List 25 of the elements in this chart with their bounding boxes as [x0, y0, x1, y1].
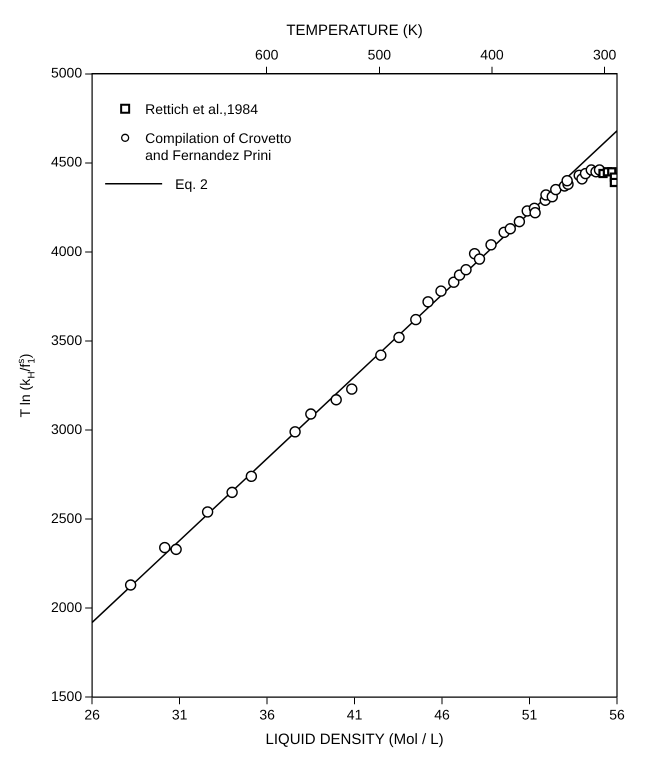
y-tick-label: 5000: [50, 64, 82, 81]
x-tick-label: 46: [434, 706, 450, 722]
y-tick-label: 4500: [50, 154, 82, 170]
x-tick-label: 56: [609, 706, 625, 722]
legend-label: Rettich et al.,1984: [145, 100, 258, 117]
y-tick-label: 1500: [50, 688, 82, 704]
x-tick-label: 31: [172, 706, 188, 722]
x2-tick-label: 600: [255, 46, 279, 62]
x2-tick-label: 500: [368, 46, 392, 62]
x-tick-label: 26: [84, 706, 100, 722]
x2-tick-label: 400: [480, 46, 504, 62]
y-axis-title: T ln (kH/f1s): [16, 354, 38, 418]
legend-label: Eq. 2: [175, 176, 208, 192]
x2-axis-title: TEMPERATURE (K): [286, 22, 423, 40]
x-tick-label: 41: [346, 706, 363, 722]
x-axis-title: LIQUID DENSITY (Mol / L): [266, 731, 444, 748]
x2-tick-label: 300: [592, 46, 617, 62]
y-tick-label: 3000: [50, 420, 82, 437]
y-tick-label: 2000: [50, 599, 82, 615]
x-tick-label: 51: [522, 706, 538, 722]
legend-label: Compilation of Crovetto and Fernandez Prini: [145, 130, 292, 163]
y-tick-label: 2500: [50, 510, 82, 526]
y-tick-label: 3500: [50, 332, 82, 348]
y-tick-label: 4000: [50, 242, 82, 259]
x-tick-label: 36: [259, 706, 276, 722]
